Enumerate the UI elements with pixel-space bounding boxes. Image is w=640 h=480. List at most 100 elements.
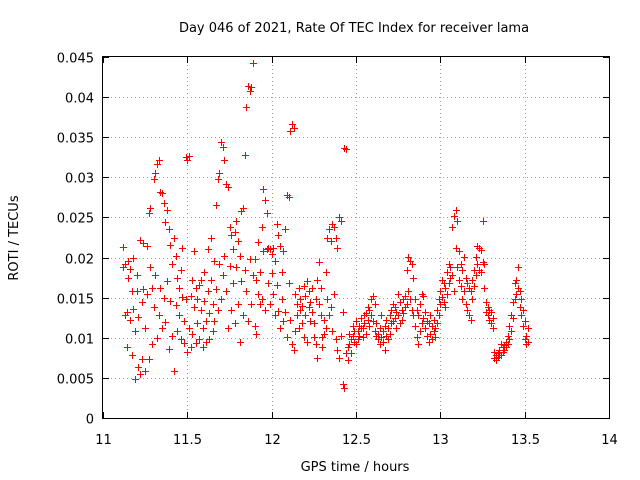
data-point (404, 301, 411, 308)
data-point (353, 318, 360, 325)
data-point (302, 293, 309, 300)
data-point (181, 340, 188, 347)
data-point (333, 235, 340, 242)
data-point (461, 254, 468, 261)
data-point (453, 207, 460, 214)
data-point (225, 184, 232, 191)
data-point (377, 325, 384, 332)
data-point (404, 267, 411, 274)
data-point (228, 232, 235, 239)
data-point (449, 272, 456, 279)
data-point (324, 235, 331, 242)
x-tick-label: 11.5 (173, 433, 202, 448)
data-point (463, 301, 470, 308)
data-point (184, 157, 191, 164)
x-tick-label: 12.5 (342, 433, 371, 448)
data-point (346, 341, 353, 348)
data-point (345, 357, 352, 364)
data-point (469, 277, 476, 284)
data-point (230, 280, 237, 287)
data-point (135, 364, 142, 371)
data-point (380, 328, 387, 335)
data-point (419, 320, 426, 327)
data-point (272, 258, 279, 265)
data-point (159, 325, 166, 332)
data-point (277, 325, 284, 332)
y-tick-label: 0.005 (57, 373, 94, 388)
data-point (422, 309, 429, 316)
data-point (169, 333, 176, 340)
data-point (178, 267, 185, 274)
data-point (453, 245, 460, 252)
data-point (478, 269, 485, 276)
data-point (240, 312, 247, 319)
data-point (468, 317, 475, 324)
data-point (179, 294, 186, 301)
data-point (309, 309, 316, 316)
data-point (203, 318, 210, 325)
data-point (269, 251, 276, 258)
data-point (142, 368, 149, 375)
data-point (485, 304, 492, 311)
data-point (474, 261, 481, 268)
data-point (220, 272, 227, 279)
y-tick-label: 0.04 (65, 92, 94, 107)
data-point (262, 307, 269, 314)
data-point (154, 335, 161, 342)
data-point (130, 255, 137, 262)
x-tick-label: 13.5 (511, 433, 540, 448)
data-point (399, 317, 406, 324)
data-point (490, 325, 497, 332)
data-point (338, 333, 345, 340)
data-point (286, 194, 293, 201)
data-point (459, 267, 466, 274)
data-point (365, 317, 372, 324)
data-point (434, 307, 441, 314)
data-point (201, 269, 208, 276)
data-point (269, 270, 276, 277)
data-point (372, 301, 379, 308)
data-point (456, 248, 463, 255)
data-point (232, 229, 239, 236)
data-point (434, 320, 441, 327)
data-point (326, 226, 333, 233)
data-point (324, 296, 331, 303)
data-point (194, 320, 201, 327)
data-point (481, 261, 488, 268)
data-point (326, 312, 333, 319)
data-point (372, 328, 379, 335)
data-point (480, 218, 487, 225)
data-point (466, 312, 473, 319)
data-point (188, 344, 195, 351)
data-point (299, 320, 306, 327)
x-tick-label: 14 (601, 433, 618, 448)
data-point (297, 307, 304, 314)
data-point (358, 315, 365, 322)
data-point (272, 312, 279, 319)
data-point (292, 328, 299, 335)
data-point (464, 307, 471, 314)
data-point (264, 210, 271, 217)
data-point (313, 341, 320, 348)
data-point (512, 296, 519, 303)
data-point (471, 283, 478, 290)
data-point (267, 246, 274, 253)
data-point (223, 288, 230, 295)
data-point (287, 317, 294, 324)
data-point (350, 333, 357, 340)
data-point (306, 304, 313, 311)
data-point (446, 261, 453, 268)
data-point (478, 247, 485, 254)
data-point (464, 280, 471, 287)
data-point (289, 121, 296, 128)
data-point (137, 237, 144, 244)
data-point (451, 288, 458, 295)
data-point (179, 245, 186, 252)
data-point (319, 344, 326, 351)
data-point (427, 312, 434, 319)
data-point (142, 325, 149, 332)
data-point (420, 293, 427, 300)
data-point (218, 139, 225, 146)
data-point (216, 261, 223, 268)
data-point (512, 280, 519, 287)
